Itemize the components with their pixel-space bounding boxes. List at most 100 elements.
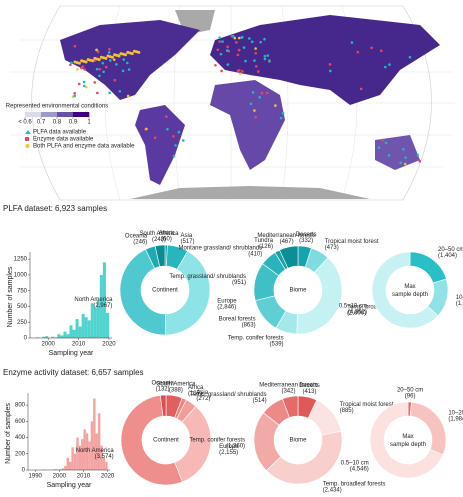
slice-value-label: (4,546) <box>350 467 369 473</box>
sample-point <box>174 144 177 147</box>
sample-point <box>370 46 373 50</box>
sample-point <box>91 59 95 63</box>
slice-value-label: (2,967) <box>93 303 112 309</box>
slice-label: Oceania <box>151 381 174 387</box>
slice-label: Africa <box>188 385 204 391</box>
sample-point <box>219 52 223 56</box>
sample-point <box>240 36 244 39</box>
sample-point <box>268 60 271 63</box>
slice-label: Mediterranean forests <box>257 233 315 239</box>
sample-point <box>408 55 412 59</box>
sample-point <box>172 135 175 138</box>
colorbar-tick-label: < 0.6 <box>18 120 32 126</box>
slice-label: Tropical moist forest <box>340 402 394 408</box>
sample-point <box>96 91 99 95</box>
slice-label: 0.5–10 cm <box>339 303 367 309</box>
section-title: Enzyme activity dataset: 6,657 samples <box>3 368 144 377</box>
sample-point <box>242 46 246 49</box>
sample-point <box>218 36 221 40</box>
slice-label: Europe <box>219 444 239 450</box>
slice-value-label: (96) <box>405 394 416 400</box>
sample-point <box>82 80 86 84</box>
sample-point <box>84 85 88 89</box>
slice-value-label: (473) <box>325 245 339 251</box>
bar <box>102 262 106 338</box>
donut-hole <box>142 416 190 464</box>
slice-label: Temp. broadleaf forests <box>323 481 386 487</box>
legend-marker <box>25 130 31 134</box>
slice-label: Oceania <box>125 234 148 240</box>
donut-center-label: Max sample depth <box>390 434 426 448</box>
bar <box>63 331 67 338</box>
slice-label: South America <box>140 231 180 237</box>
bar <box>105 312 109 338</box>
sample-point <box>387 154 391 157</box>
donut-center-label: Continent <box>152 288 178 294</box>
slice-label: North America <box>74 297 113 303</box>
y-tick-label: 500 <box>17 304 28 310</box>
sample-point <box>126 61 129 65</box>
slice-value-label: (951) <box>232 280 246 286</box>
sample-point <box>328 63 332 66</box>
x-tick-label: 2000 <box>53 474 67 480</box>
sample-point <box>101 61 105 65</box>
slice-label: 20–50 cm <box>397 388 423 394</box>
sample-point <box>177 130 181 134</box>
sample-point <box>73 44 77 48</box>
bar <box>42 336 46 338</box>
sample-point <box>265 91 269 95</box>
sample-points <box>69 34 422 166</box>
sample-point <box>102 70 105 74</box>
sample-point <box>109 59 112 62</box>
y-tick-label: 800 <box>15 403 26 409</box>
sample-point <box>181 139 185 142</box>
sample-point <box>381 138 384 142</box>
legend-label: PLFA data available <box>33 130 87 136</box>
slice-label: Temp. grassland/ shrublands <box>169 274 246 280</box>
x-axis-label: Sampling year <box>47 482 92 489</box>
sample-point <box>95 48 98 52</box>
donut-hole <box>384 416 432 464</box>
sample-point <box>126 94 130 98</box>
bar <box>45 336 49 338</box>
colorbar-tick-label: 0.8 <box>53 120 62 126</box>
slice-label: Temp. conifer forests <box>189 437 245 443</box>
sample-point <box>236 53 240 57</box>
sample-point <box>359 87 363 91</box>
y-tick-label: 250 <box>17 320 28 326</box>
slice-value-label: (2,846) <box>217 304 236 310</box>
slice-value-label: (1,404) <box>438 253 457 259</box>
slice-value-label: (539) <box>270 342 284 348</box>
sample-point <box>153 136 157 140</box>
bar <box>69 325 73 338</box>
bar <box>59 469 62 470</box>
sample-point <box>172 154 176 158</box>
slice-label: 10–20 cm <box>448 410 463 416</box>
sample-point <box>251 91 255 94</box>
sample-point <box>254 47 257 50</box>
sample-point <box>108 91 111 95</box>
sample-point <box>127 68 131 71</box>
x-tick-label: 2010 <box>77 474 91 480</box>
slice-label: Tundra <box>254 238 273 244</box>
slice-value-label: (1,360) <box>226 443 245 449</box>
sample-point <box>237 36 241 40</box>
slice-value-label: (410) <box>248 251 262 257</box>
sample-point <box>113 78 117 82</box>
slice-value-label: (863) <box>242 322 256 328</box>
south-america <box>135 105 185 185</box>
bar <box>51 336 55 338</box>
x-tick-label: 2020 <box>102 342 116 348</box>
legend-marker <box>25 144 30 148</box>
north-america <box>60 20 200 100</box>
bar <box>84 317 88 338</box>
colorbar-cell <box>41 112 58 117</box>
sample-point <box>108 47 111 51</box>
bar <box>81 439 84 470</box>
sample-point <box>77 61 81 65</box>
sample-point <box>73 92 77 95</box>
sample-point <box>233 36 237 40</box>
slice-value-label: (246) <box>133 240 147 246</box>
sample-point <box>263 57 267 61</box>
